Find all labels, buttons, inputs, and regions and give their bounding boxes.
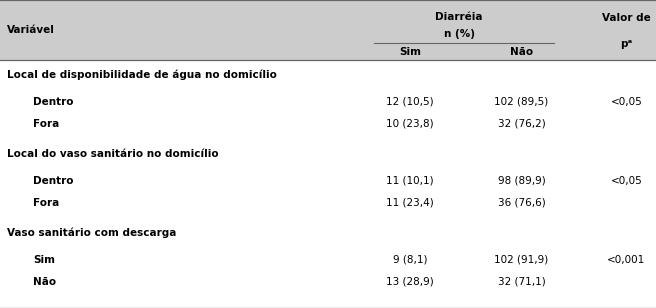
Text: Vaso sanitário com descarga: Vaso sanitário com descarga (7, 228, 176, 238)
Text: 11 (23,4): 11 (23,4) (386, 198, 434, 208)
Text: Sim: Sim (33, 255, 55, 265)
Text: Variável: Variável (7, 25, 54, 35)
Text: pᵃ: pᵃ (621, 39, 632, 50)
Text: Diarréia: Diarréia (436, 12, 483, 22)
Text: 10 (23,8): 10 (23,8) (386, 119, 434, 129)
Text: Local do vaso sanitário no domicílio: Local do vaso sanitário no domicílio (7, 149, 218, 159)
Text: 13 (28,9): 13 (28,9) (386, 277, 434, 287)
Text: Fora: Fora (33, 198, 59, 208)
Text: Fora: Fora (33, 119, 59, 129)
Bar (0, 0, 656, 60)
Text: Local de disponibilidade de água no domicílio: Local de disponibilidade de água no domi… (7, 70, 276, 80)
Text: 36 (76,6): 36 (76,6) (498, 198, 545, 208)
Text: 102 (89,5): 102 (89,5) (495, 97, 548, 107)
Text: 32 (71,1): 32 (71,1) (498, 277, 545, 287)
Text: 12 (10,5): 12 (10,5) (386, 97, 434, 107)
Text: <0,05: <0,05 (611, 97, 642, 107)
Text: 102 (91,9): 102 (91,9) (495, 255, 548, 265)
Text: 11 (10,1): 11 (10,1) (386, 176, 434, 186)
Text: <0,001: <0,001 (607, 255, 646, 265)
Text: 32 (76,2): 32 (76,2) (498, 119, 545, 129)
Text: 9 (8,1): 9 (8,1) (393, 255, 427, 265)
Text: Valor de: Valor de (602, 13, 651, 23)
Text: Sim: Sim (399, 47, 421, 57)
Text: Não: Não (510, 47, 533, 57)
Text: 98 (89,9): 98 (89,9) (498, 176, 545, 186)
Text: <0,05: <0,05 (611, 176, 642, 186)
Text: Dentro: Dentro (33, 97, 73, 107)
Text: Dentro: Dentro (33, 176, 73, 186)
Text: n (%): n (%) (443, 29, 475, 38)
Text: Não: Não (33, 277, 56, 287)
